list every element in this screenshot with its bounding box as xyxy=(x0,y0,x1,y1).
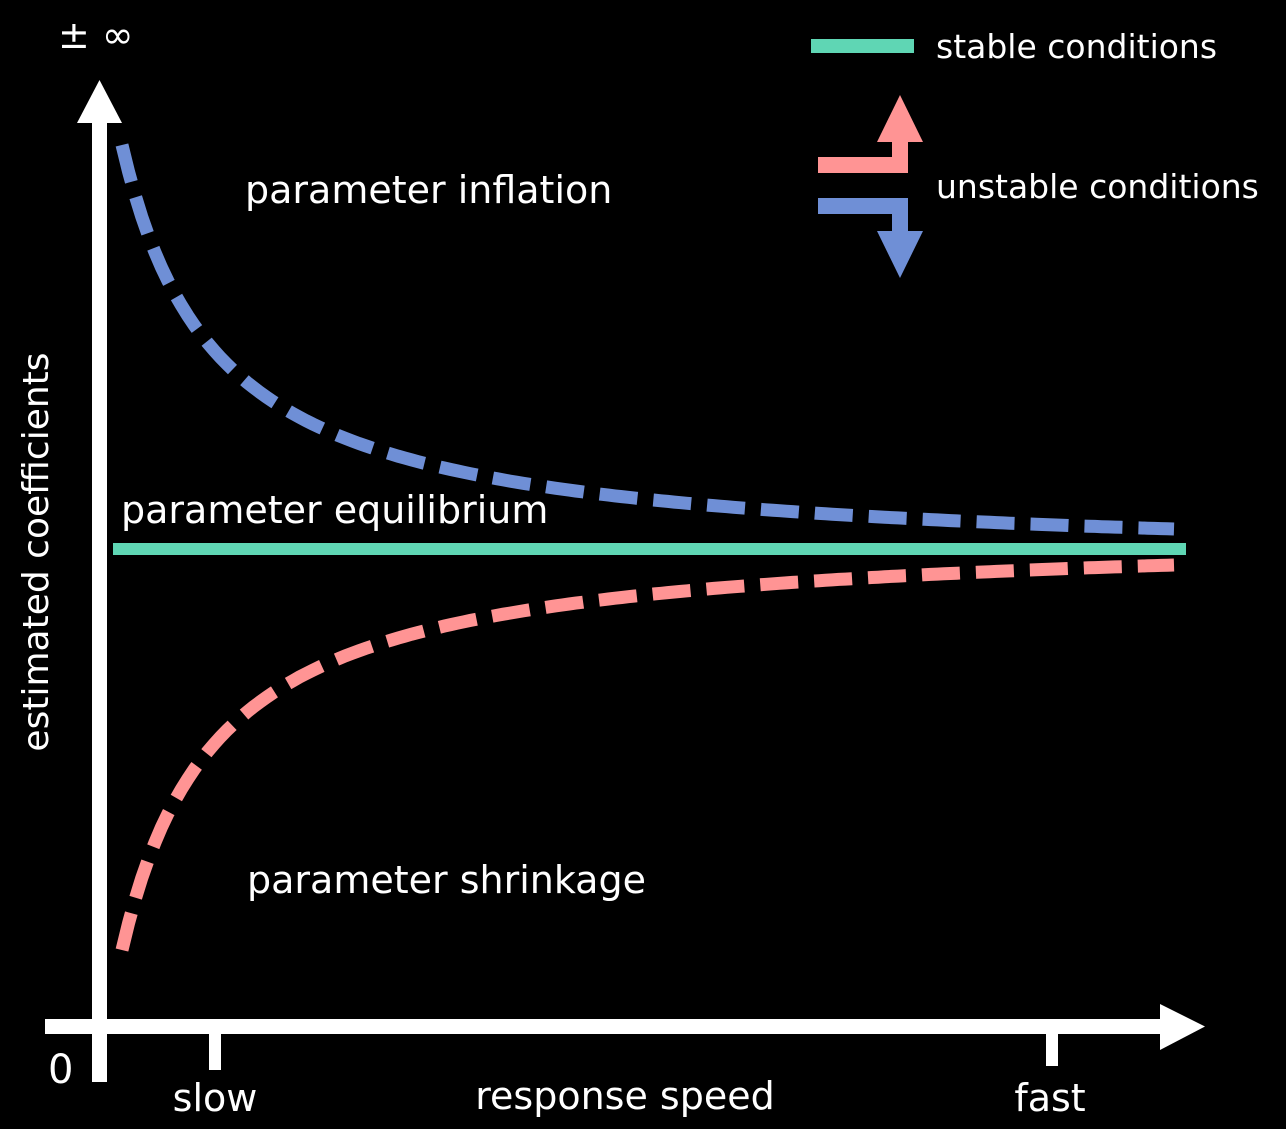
legend: stable conditions unstable conditions xyxy=(811,27,1259,278)
y-axis-arrowhead xyxy=(77,80,122,123)
y-axis-label: estimated coefficients xyxy=(16,352,57,751)
legend-stable-label: stable conditions xyxy=(936,27,1217,66)
x-tick-fast xyxy=(1046,1030,1058,1066)
x-tick-label-fast: fast xyxy=(1014,1076,1085,1120)
inflation-curve xyxy=(115,143,1175,536)
x-axis xyxy=(45,1004,1205,1070)
legend-down-arrow-icon xyxy=(818,198,923,278)
legend-unstable-label: unstable conditions xyxy=(936,167,1259,206)
legend-up-arrow-icon xyxy=(818,95,923,173)
y-axis-top-label: ± ∞ xyxy=(58,13,134,57)
x-tick-label-slow: slow xyxy=(173,1076,258,1120)
equilibrium-label: parameter equilibrium xyxy=(121,488,548,532)
inflation-label: parameter inflation xyxy=(245,168,612,212)
legend-stable-swatch xyxy=(811,39,914,53)
x-tick-slow xyxy=(209,1030,221,1070)
y-axis xyxy=(77,80,122,1082)
shrinkage-label: parameter shrinkage xyxy=(247,858,646,902)
x-axis-label: response speed xyxy=(475,1074,774,1118)
y-axis-line xyxy=(92,112,107,1082)
y-axis-origin-label: 0 xyxy=(48,1047,73,1093)
shrinkage-curve xyxy=(115,558,1175,952)
equilibrium-line xyxy=(113,543,1186,555)
x-axis-line xyxy=(45,1019,1175,1034)
x-axis-arrowhead xyxy=(1160,1004,1205,1050)
